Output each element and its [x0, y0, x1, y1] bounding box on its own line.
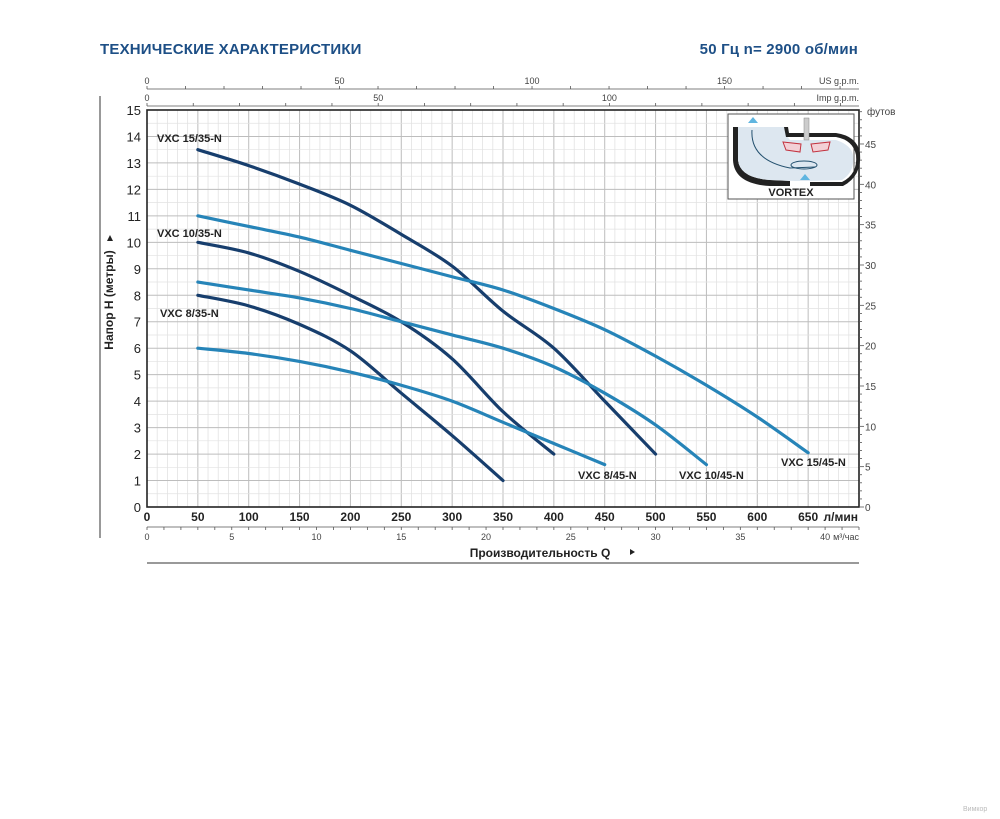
ft-tick-label: 40: [865, 180, 877, 191]
x-tick-label: 150: [290, 510, 310, 524]
y-tick-label: 8: [134, 288, 141, 303]
x-tick-label: 600: [747, 510, 767, 524]
x-tick-label: 550: [696, 510, 716, 524]
imp-gpm-axis-unit: Imp g.p.m.: [816, 93, 859, 103]
y-tick-label: 4: [134, 394, 141, 409]
plot-frame: [146, 109, 860, 508]
series-label-vxc-8-35-n: VXC 8/35-N: [160, 308, 219, 320]
x-tick-label: 0: [144, 510, 151, 524]
y-tick-label: 13: [127, 156, 141, 171]
m3h-axis-tick-label: 40: [820, 532, 830, 542]
x-tick-label: 250: [391, 510, 411, 524]
y-tick-label: 14: [127, 129, 141, 144]
vortex-label: VORTEX: [768, 187, 814, 199]
us-gpm-axis-unit: US g.p.m.: [819, 76, 859, 86]
x-tick-label: 500: [646, 510, 666, 524]
m3h-axis-tick-label: 30: [651, 532, 661, 542]
imp-gpm-axis-tick-label: 50: [373, 93, 383, 103]
y-tick-label: 15: [127, 103, 141, 118]
m3h-axis-tick-label: 0: [144, 532, 149, 542]
ft-tick-label: 10: [865, 422, 877, 433]
y-tick-label: 10: [127, 235, 141, 250]
series-label-vxc-8-45-n: VXC 8/45-N: [578, 470, 637, 482]
ft-tick-label: 45: [865, 140, 877, 151]
imp-gpm-axis-tick-label: 100: [602, 93, 617, 103]
y-tick-label: 0: [134, 500, 141, 515]
curve-vxc-15-35-n: [196, 148, 658, 456]
vortex-inset: VORTEX: [727, 113, 861, 200]
us-gpm-axis-tick-label: 0: [144, 76, 149, 86]
x-tick-label: 350: [493, 510, 513, 524]
series-label-vxc-10-35-n: VXC 10/35-N: [157, 228, 222, 240]
ft-tick-label: 20: [865, 342, 877, 353]
x-tick-label: 450: [595, 510, 615, 524]
y-tick-label: 2: [134, 447, 141, 462]
ft-tick-label: 30: [865, 261, 877, 272]
us-gpm-axis-tick-label: 150: [717, 76, 732, 86]
ft-tick-label: 35: [865, 221, 877, 232]
series-label-vxc-15-35-n: VXC 15/35-N: [157, 133, 222, 145]
curves: [196, 148, 810, 483]
x-unit-label: л/мин: [824, 510, 858, 524]
curve-vxc-8-45-n: [196, 346, 607, 467]
y-tick-label: 1: [134, 474, 141, 489]
y-axis-title: Напор H (метры): [102, 250, 116, 349]
arrow-right-icon: [630, 549, 635, 555]
x-tick-label: 650: [798, 510, 818, 524]
x-tick-label: 200: [340, 510, 360, 524]
y-tick-label: 12: [127, 182, 141, 197]
us-gpm-axis-tick-label: 50: [335, 76, 345, 86]
m3h-axis-tick-label: 15: [396, 532, 406, 542]
x-tick-label: 300: [442, 510, 462, 524]
ft-tick-label: 15: [865, 382, 877, 393]
m3h-axis-tick-label: 25: [566, 532, 576, 542]
m3h-axis-tick-label: 20: [481, 532, 491, 542]
y-tick-label: 5: [134, 368, 141, 383]
series-label-vxc-15-45-n: VXC 15/45-N: [781, 457, 846, 469]
x-tick-label: 100: [239, 510, 259, 524]
y-tick-label: 7: [134, 315, 141, 330]
curve-vxc-15-45-n: [196, 214, 810, 455]
y-tick-label: 3: [134, 421, 141, 436]
curve-vxc-10-45-n: [196, 280, 709, 467]
labels: VXC 15/35-N VXC 10/35-N VXC 8/35-N VXC 15/4…: [157, 133, 846, 482]
series-label-vxc-10-45-n: VXC 10/45-N: [679, 470, 744, 482]
x-tick-label: 50: [191, 510, 205, 524]
curve-vxc-8-35-n: [196, 293, 505, 483]
ft-tick-label: 5: [865, 463, 871, 474]
x-axis-title: Производительность Q: [470, 546, 611, 560]
watermark: Вимкор: [963, 806, 988, 813]
ft-tick-label: 0: [865, 503, 871, 514]
ft-tick-label: 25: [865, 301, 877, 312]
arrow-up-icon: [107, 235, 113, 241]
m3h-axis-tick-label: 35: [735, 532, 745, 542]
x-tick-label: 400: [544, 510, 564, 524]
y-tick-label: 9: [134, 262, 141, 277]
frequency-speed-label: 50 Гц n= 2900 об/мин: [699, 41, 858, 58]
m3h-axis-tick-label: 5: [229, 532, 234, 542]
imp-gpm-axis-tick-label: 0: [144, 93, 149, 103]
y-tick-label: 11: [128, 209, 142, 224]
y-tick-label: 6: [134, 341, 141, 356]
m3h-axis-tick-label: 10: [312, 532, 322, 542]
ft-unit: футов: [867, 106, 895, 118]
m3h-axis-unit: м³/час: [833, 532, 859, 542]
curve-vxc-10-35-n: [196, 240, 556, 456]
us-gpm-axis-tick-label: 100: [525, 76, 540, 86]
page-title: ТЕХНИЧЕСКИЕ ХАРАКТЕРИСТИКИ: [100, 41, 362, 58]
